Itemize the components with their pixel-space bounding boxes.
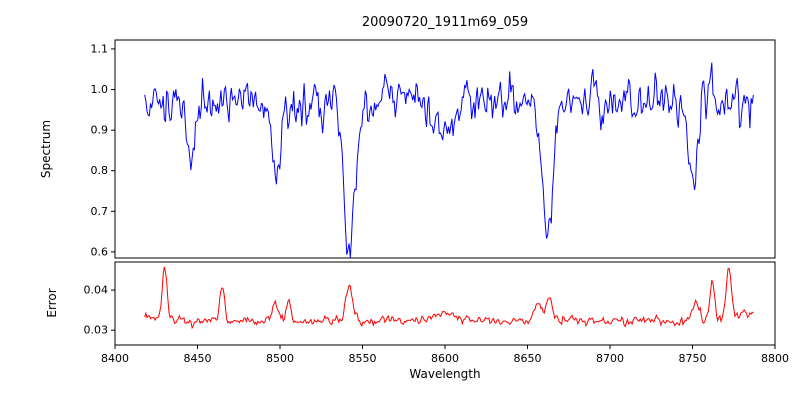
spectrum-panel-frame — [114, 39, 776, 259]
spectrum-y-tick-label: 0.8 — [91, 164, 109, 177]
spectrum-y-axis-label: Spectrum — [39, 120, 53, 178]
error-y-axis-label: Error — [45, 288, 59, 317]
spectrum-y-tick-label: 0.7 — [91, 205, 109, 218]
x-tick-label: 8750 — [679, 352, 707, 365]
x-axis-label: Wavelength — [409, 367, 480, 381]
spectrum-y-tick-label: 0.9 — [91, 124, 109, 137]
spectrum-y-tick-label: 1.0 — [91, 83, 109, 96]
x-tick-label: 8400 — [101, 352, 129, 365]
error-y-tick-label: 0.03 — [84, 324, 109, 337]
error-line — [144, 266, 754, 330]
spectrum-y-tick-label: 0.6 — [91, 245, 109, 258]
x-tick-label: 8800 — [761, 352, 789, 365]
x-tick-label: 8500 — [266, 352, 294, 365]
x-tick-label: 8650 — [514, 352, 542, 365]
x-tick-label: 8550 — [349, 352, 377, 365]
x-tick-label: 8600 — [431, 352, 459, 365]
x-tick-label: 8700 — [596, 352, 624, 365]
chart-title: 20090720_1911m69_059 — [362, 15, 528, 30]
spectrum-y-tick-label: 1.1 — [91, 42, 109, 55]
spectrum-line — [144, 62, 754, 258]
error-y-tick-label: 0.04 — [84, 284, 109, 297]
x-tick-label: 8450 — [184, 352, 212, 365]
